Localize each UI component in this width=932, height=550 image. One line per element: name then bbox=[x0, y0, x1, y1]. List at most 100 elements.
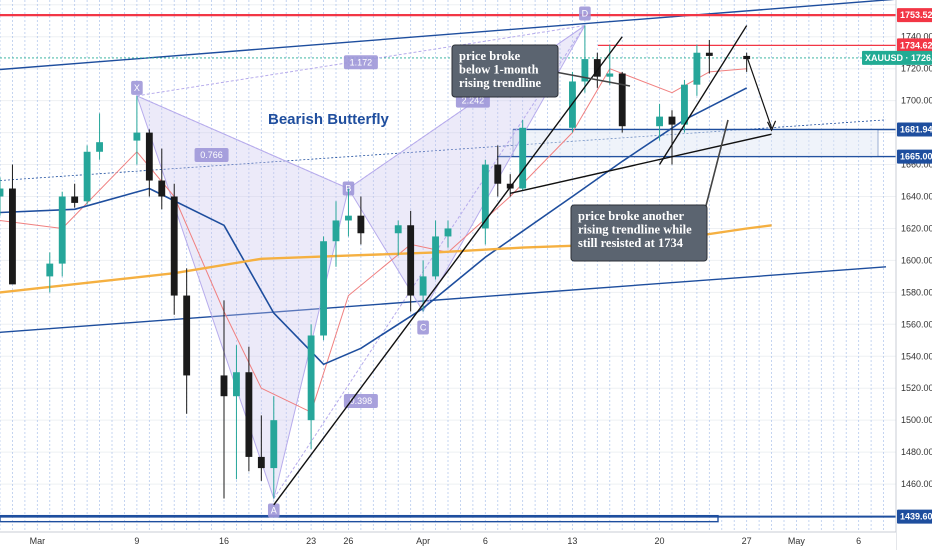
candle-body bbox=[83, 151, 91, 202]
candle-body bbox=[133, 132, 141, 141]
candle-body bbox=[345, 215, 352, 221]
point-x: X bbox=[131, 80, 143, 95]
candle-body bbox=[307, 335, 315, 421]
candle bbox=[656, 103, 663, 141]
candle-body bbox=[170, 196, 178, 296]
note-resisted-line: rising trendline while bbox=[578, 223, 692, 237]
point-x-bg bbox=[131, 80, 143, 95]
candle bbox=[494, 145, 502, 197]
candle bbox=[71, 183, 79, 208]
point-x-text: X bbox=[134, 83, 140, 93]
candle-body bbox=[705, 52, 713, 56]
candle-body bbox=[9, 188, 16, 285]
candle bbox=[606, 44, 614, 85]
candle-body bbox=[0, 188, 4, 197]
candle-body bbox=[245, 372, 253, 457]
note-trendline-break-line: below 1-month bbox=[459, 63, 539, 77]
y-tick-label: 1720.00 bbox=[901, 64, 932, 74]
candle bbox=[183, 268, 191, 414]
trendline-1month bbox=[273, 36, 623, 506]
y-tick-label: 1480.00 bbox=[901, 447, 932, 457]
price-tag-text: XAUUSD · 1726.74 bbox=[865, 53, 932, 63]
point-c: C bbox=[417, 320, 429, 335]
y-tick-label: 1700.00 bbox=[901, 96, 932, 106]
point-a: A bbox=[267, 503, 280, 518]
y-tick-label: 1560.00 bbox=[901, 319, 932, 329]
price-tag-text: 1665.00 bbox=[900, 152, 932, 162]
trendlines bbox=[273, 25, 777, 506]
price-tag-bg bbox=[897, 149, 932, 164]
note-trendline-break-box bbox=[451, 44, 559, 98]
support-zone bbox=[512, 129, 879, 158]
candle-body bbox=[432, 236, 439, 277]
price-tag-text: 1753.52 bbox=[900, 10, 932, 20]
candle-body bbox=[668, 116, 676, 125]
candle bbox=[245, 346, 253, 472]
candle bbox=[58, 191, 66, 277]
pattern-title: Bearish Butterfly bbox=[268, 111, 390, 128]
moving-average-line bbox=[0, 68, 747, 413]
trendline-lower bbox=[510, 133, 772, 194]
candle-body bbox=[233, 372, 240, 397]
ratio-label-bg bbox=[343, 55, 378, 70]
candle bbox=[270, 396, 278, 499]
point-a-text: A bbox=[271, 505, 277, 515]
candle bbox=[419, 260, 427, 312]
price-tag-text: 1681.94 bbox=[900, 125, 932, 135]
y-tick-label: 1540.00 bbox=[901, 351, 932, 361]
price-tag-bg bbox=[897, 509, 932, 524]
candle-body bbox=[332, 220, 340, 242]
candle-body bbox=[494, 164, 502, 184]
price-tag: 1439.60 bbox=[897, 509, 932, 524]
y-tick-label: 1460.00 bbox=[901, 479, 932, 489]
point-d-bg bbox=[579, 6, 591, 21]
x-tick-label: 26 bbox=[343, 536, 353, 546]
note-resisted-line: price broke another bbox=[578, 209, 684, 223]
candle-body bbox=[618, 73, 626, 127]
candle-body bbox=[394, 225, 402, 234]
x-tick-label: Mar bbox=[30, 536, 46, 546]
y-tick-label: 1600.00 bbox=[901, 255, 932, 265]
y-tick-label: 1580.00 bbox=[901, 287, 932, 297]
candle-body bbox=[656, 116, 663, 127]
pattern-xab bbox=[136, 94, 350, 501]
x-tick-label: May bbox=[788, 536, 806, 546]
x-tick-label: Apr bbox=[416, 536, 430, 546]
note-trendline-break-line: price broke bbox=[459, 49, 521, 63]
price-tag: 1734.62 bbox=[897, 38, 932, 53]
x-tick-label: 6 bbox=[483, 536, 488, 546]
candle bbox=[693, 44, 701, 96]
x-tick-label: 23 bbox=[306, 536, 316, 546]
candle-body bbox=[444, 228, 452, 237]
candle bbox=[668, 110, 676, 165]
point-d: D bbox=[579, 6, 591, 21]
candle bbox=[133, 95, 141, 165]
price-tag: 1681.94 bbox=[897, 122, 932, 137]
ratio-label: 0.766 bbox=[194, 147, 229, 162]
time-axis: Mar 9 16 23 26 Apr 6 13 20 27 May 6 bbox=[0, 531, 896, 550]
price-axis: 1440.001460.001480.001500.001520.001540.… bbox=[862, 0, 932, 550]
candle-body bbox=[481, 164, 489, 229]
ratio-label: 0.398 bbox=[343, 393, 378, 408]
x-tick-label: 16 bbox=[219, 536, 229, 546]
candle bbox=[0, 177, 4, 216]
candle bbox=[432, 220, 439, 280]
candle-body bbox=[96, 142, 103, 152]
candle-body bbox=[419, 276, 427, 296]
y-tick-label: 1500.00 bbox=[901, 415, 932, 425]
candle-body bbox=[71, 196, 79, 203]
price-tag: 1753.52 bbox=[897, 8, 932, 23]
ratio-label-text: 0.766 bbox=[200, 150, 223, 160]
point-a-bg bbox=[267, 503, 280, 518]
ratio-label: 1.172 bbox=[343, 55, 378, 70]
candle bbox=[407, 210, 415, 312]
ratio-label-text: 1.172 bbox=[350, 57, 373, 67]
candle-body bbox=[257, 456, 265, 469]
price-tag: 1665.00 bbox=[897, 149, 932, 164]
candle-body bbox=[58, 196, 66, 264]
price-tag-bg bbox=[897, 8, 932, 23]
candle-body bbox=[581, 59, 589, 82]
candle-body bbox=[320, 241, 327, 336]
candle bbox=[357, 196, 365, 245]
